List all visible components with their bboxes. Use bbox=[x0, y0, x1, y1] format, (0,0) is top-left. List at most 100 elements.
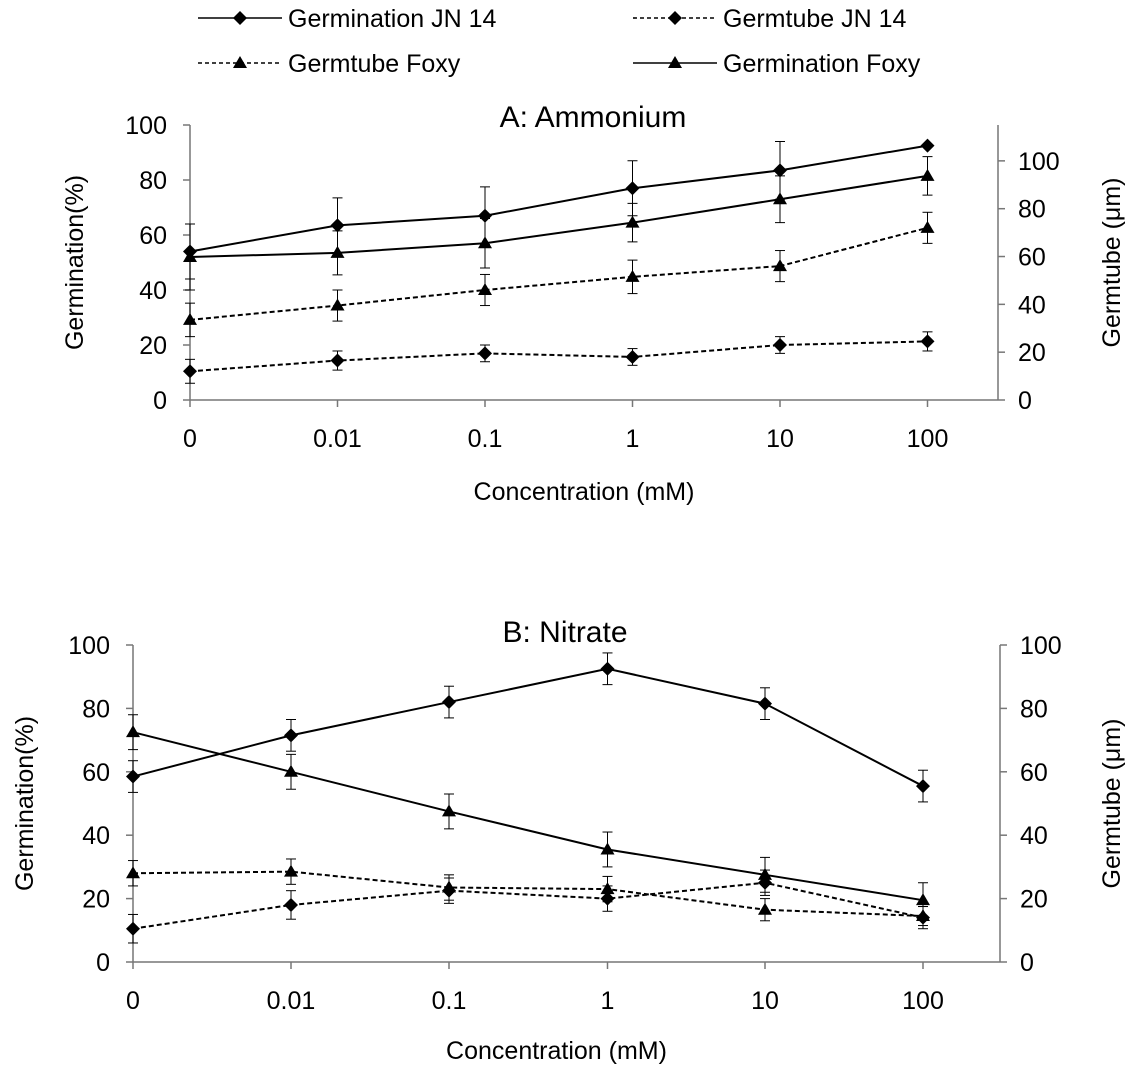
legend-label: Germtube JN 14 bbox=[723, 5, 907, 33]
y-tick-label-left: 20 bbox=[139, 332, 167, 360]
chart-title: A: Ammonium bbox=[500, 101, 687, 134]
y-tick-label-right: 80 bbox=[1020, 695, 1048, 723]
series-line bbox=[132, 667, 924, 787]
x-tick-label: 1 bbox=[626, 425, 640, 453]
data-point bbox=[478, 283, 492, 295]
series-line bbox=[189, 226, 928, 321]
y-tick-label-left: 80 bbox=[139, 167, 167, 195]
y-axis-label-right: Germtube (μm) bbox=[1098, 178, 1126, 348]
data-point bbox=[330, 245, 345, 258]
series-line bbox=[132, 870, 924, 918]
data-point bbox=[330, 353, 345, 368]
series-line bbox=[189, 174, 928, 258]
data-point bbox=[126, 921, 140, 936]
y-axis-label-left: Germination(%) bbox=[61, 175, 89, 350]
chart-panel-a: 0 20 40 60 80 100 0 20 40 60 80 100 0 0.01 0.1 1 10 100 A:… bbox=[61, 101, 1126, 506]
data-point bbox=[773, 338, 787, 352]
legend-marker-diamond bbox=[668, 11, 682, 25]
legend-marker-triangle bbox=[668, 56, 682, 68]
y-tick-label-right: 20 bbox=[1018, 339, 1046, 367]
data-point bbox=[442, 695, 456, 710]
legend-label: Germtube Foxy bbox=[288, 50, 461, 78]
data-point bbox=[600, 891, 615, 906]
data-point bbox=[920, 334, 935, 349]
data-point bbox=[920, 138, 935, 153]
data-point bbox=[625, 181, 640, 196]
series-germtube-jn-14 bbox=[183, 331, 935, 384]
legend-label: Germination Foxy bbox=[723, 50, 921, 78]
data-point bbox=[284, 764, 298, 777]
data-point bbox=[916, 779, 930, 794]
y-tick-label-right: 100 bbox=[1018, 148, 1060, 176]
series-line bbox=[132, 881, 924, 930]
y-tick-label-right: 0 bbox=[1020, 949, 1034, 977]
y-tick-label-left: 60 bbox=[139, 222, 167, 250]
data-point bbox=[600, 842, 615, 855]
series-line bbox=[132, 731, 924, 902]
series-germtube-foxy bbox=[126, 858, 930, 927]
x-tick-label: 0 bbox=[126, 987, 140, 1015]
data-point bbox=[920, 220, 935, 233]
series-germtube-foxy bbox=[183, 211, 935, 338]
y-tick-label-right: 40 bbox=[1018, 291, 1046, 319]
legend: Germination JN 14 Germtube JN 14 Germtube … bbox=[198, 5, 921, 78]
data-point bbox=[442, 883, 456, 898]
series-germination-foxy bbox=[183, 156, 935, 291]
data-point bbox=[758, 696, 772, 711]
legend-entry: Germination Foxy bbox=[633, 50, 921, 78]
y-tick-label-right: 40 bbox=[1020, 822, 1048, 850]
x-tick-label: 100 bbox=[907, 425, 949, 453]
data-point bbox=[773, 163, 787, 178]
data-point bbox=[183, 312, 197, 325]
x-tick-label: 0 bbox=[183, 425, 197, 453]
data-point bbox=[916, 893, 930, 906]
data-point bbox=[126, 725, 140, 738]
data-point bbox=[773, 259, 787, 272]
y-tick-label-left: 40 bbox=[139, 277, 167, 305]
legend-marker-triangle bbox=[233, 56, 247, 68]
data-point bbox=[773, 192, 787, 205]
x-axis-label: Concentration (mM) bbox=[446, 1037, 667, 1065]
data-point bbox=[478, 208, 492, 223]
y-tick-label-left: 100 bbox=[125, 112, 167, 140]
y-tick-label-left: 0 bbox=[153, 387, 167, 415]
data-point bbox=[284, 897, 298, 912]
x-tick-label: 0.1 bbox=[432, 987, 467, 1015]
data-point bbox=[284, 864, 298, 877]
series-germination-jn-14 bbox=[183, 138, 935, 280]
y-tick-label-right: 0 bbox=[1018, 387, 1032, 415]
y-tick-label-left: 100 bbox=[68, 632, 110, 660]
data-point bbox=[758, 902, 772, 915]
data-point bbox=[330, 298, 345, 311]
x-tick-label: 1 bbox=[601, 987, 615, 1015]
y-tick-label-left: 40 bbox=[82, 822, 110, 850]
data-point bbox=[600, 661, 615, 676]
x-tick-label: 10 bbox=[766, 425, 794, 453]
y-tick-label-left: 80 bbox=[82, 695, 110, 723]
series-germination-foxy bbox=[126, 714, 930, 919]
chart-title: B: Nitrate bbox=[502, 616, 627, 649]
data-point bbox=[758, 875, 772, 890]
series-germination-jn-14 bbox=[126, 652, 930, 803]
data-point bbox=[183, 250, 197, 262]
chart-panel-b: 0 20 40 60 80 100 0 20 40 60 80 100 0 0.01 0.1 1 10 100 B:… bbox=[11, 616, 1126, 1065]
data-point bbox=[625, 349, 640, 364]
y-axis-label-right: Germtube (μm) bbox=[1098, 719, 1126, 889]
y-tick-label-right: 20 bbox=[1020, 886, 1048, 914]
data-point bbox=[126, 866, 140, 879]
legend-marker-diamond bbox=[233, 11, 247, 25]
data-point bbox=[920, 168, 935, 181]
legend-label: Germination JN 14 bbox=[288, 5, 497, 33]
x-tick-label: 0.01 bbox=[313, 425, 362, 453]
series-line bbox=[189, 340, 928, 373]
y-tick-label-right: 60 bbox=[1020, 759, 1048, 787]
data-point bbox=[625, 215, 640, 228]
x-axis-label: Concentration (mM) bbox=[474, 478, 695, 506]
series-germtube-jn-14 bbox=[126, 869, 930, 944]
data-point bbox=[330, 218, 345, 233]
legend-entry: Germination JN 14 bbox=[198, 5, 497, 33]
data-point bbox=[478, 346, 492, 361]
x-tick-label: 0.1 bbox=[468, 425, 503, 453]
x-tick-label: 10 bbox=[751, 987, 779, 1015]
